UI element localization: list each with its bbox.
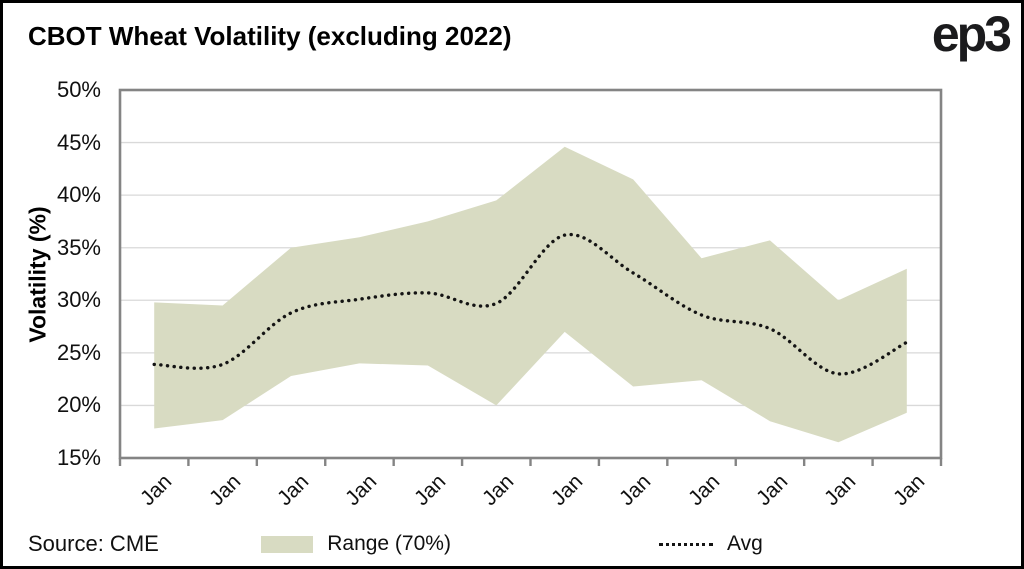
y-axis-tick-label: 45% — [56, 129, 101, 155]
y-axis-tick-label: 40% — [56, 182, 101, 208]
y-axis-tick-label: 35% — [56, 234, 101, 260]
y-axis-tick-label: 25% — [56, 339, 101, 365]
y-axis-tick-label: 20% — [56, 392, 101, 418]
source-note: Source: CME — [28, 531, 159, 556]
y-axis-tick-label: 30% — [56, 287, 101, 313]
range-band-area — [154, 146, 907, 443]
avg-line — [152, 232, 909, 376]
range-legend-label: Range (70%) — [327, 532, 451, 555]
y-axis-tick-label: 50% — [56, 77, 101, 102]
plot-area — [118, 88, 943, 466]
y-axis-tick-label: 15% — [56, 445, 101, 470]
ep3-logo: ep3 — [931, 6, 1012, 62]
chart-title: CBOT Wheat Volatility (excluding 2022) — [28, 21, 512, 51]
avg-legend-label: Avg — [726, 532, 763, 555]
legend: Range (70%) Avg — [3, 529, 1021, 559]
range-legend-swatch — [261, 535, 314, 553]
avg-legend-swatch — [658, 542, 713, 546]
